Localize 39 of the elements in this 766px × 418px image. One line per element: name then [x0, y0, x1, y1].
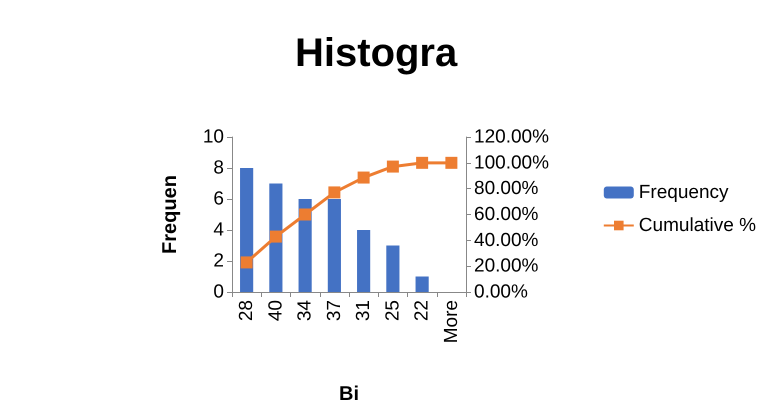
- legend-label: Frequency: [638, 182, 730, 203]
- y2-tick-label: 60.00%: [474, 204, 539, 225]
- y2-tick-label: 100.00%: [474, 152, 550, 174]
- x-tick-label: 31: [353, 300, 374, 322]
- x-tick-label: 37: [324, 300, 345, 322]
- x-tick-label: More: [440, 300, 462, 344]
- x-tick-label: 28: [236, 300, 258, 322]
- x-tick-label: 25: [382, 300, 404, 322]
- bar: [328, 199, 341, 292]
- y2-tick-label: 40.00%: [474, 230, 539, 251]
- x-tick-label: 40: [265, 300, 286, 322]
- y2-tick-label: 20.00%: [474, 256, 539, 277]
- point: [445, 156, 458, 169]
- x-tick-label: 34: [294, 300, 316, 322]
- point: [386, 160, 399, 173]
- bar: [357, 230, 370, 292]
- y-tick-label: 2: [213, 250, 224, 272]
- bar: [240, 168, 254, 292]
- point: [270, 230, 282, 243]
- y-tick-label: 4: [213, 220, 224, 240]
- bar: [386, 246, 400, 292]
- legend-label: Cumulative %: [638, 215, 756, 236]
- y-tick-label: 6: [213, 188, 224, 210]
- y-tick-label: 0: [213, 282, 224, 302]
- y2-tick-label: 80.00%: [474, 178, 539, 200]
- y2-tick-label: 0.00%: [474, 282, 528, 302]
- bar: [416, 276, 429, 292]
- x-tick-label: 22: [412, 300, 433, 322]
- y-tick-label: 8: [213, 158, 224, 178]
- point: [240, 256, 253, 268]
- chart-title: Histogra: [295, 31, 458, 75]
- y-tick-label: 10: [202, 126, 224, 148]
- point: [299, 208, 312, 220]
- point: [416, 156, 428, 169]
- y-axis-title: Frequen: [159, 175, 181, 254]
- y2-tick-label: 120.00%: [474, 126, 550, 148]
- point: [328, 186, 340, 198]
- x-axis-title: Bi: [339, 383, 359, 405]
- point: [358, 172, 370, 184]
